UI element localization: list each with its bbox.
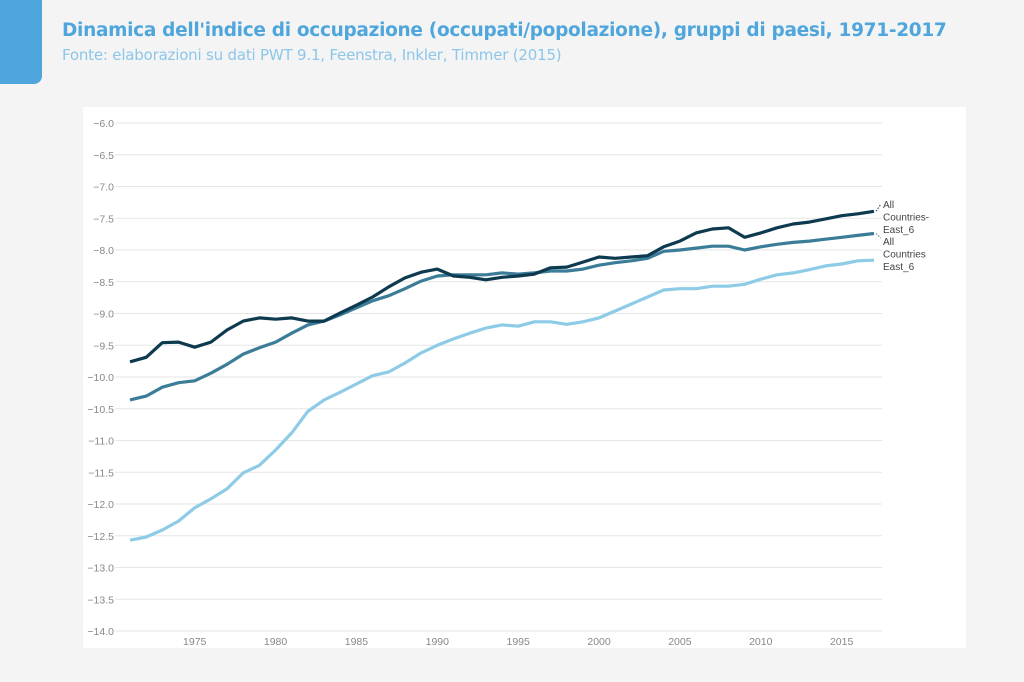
y-tick-label: −6.0 — [93, 118, 114, 130]
series-label: All — [883, 237, 894, 248]
series-label: All — [883, 200, 894, 211]
y-tick-label: −8.0 — [93, 245, 114, 257]
x-tick-label: 2005 — [668, 636, 692, 648]
series-label: Countries- — [883, 213, 929, 224]
y-tick-label: −9.0 — [93, 309, 114, 321]
series-line — [129, 258, 875, 542]
y-tick-label: −6.5 — [93, 150, 114, 162]
label-connector — [875, 203, 882, 212]
y-tick-label: −12.0 — [87, 499, 114, 511]
y-tick-label: −7.5 — [93, 213, 114, 225]
y-tick-label: −12.5 — [87, 531, 114, 543]
x-tick-label: 2010 — [749, 636, 773, 648]
y-tick-label: −10.0 — [87, 372, 114, 384]
y-tick-label: −13.0 — [87, 563, 114, 575]
y-tick-label: −14.0 — [87, 626, 114, 638]
chart-title: Dinamica dell'indice di occupazione (occ… — [62, 20, 947, 41]
series-label: East_6 — [883, 262, 915, 273]
y-tick-label: −7.0 — [93, 182, 114, 194]
y-tick-label: −13.5 — [87, 594, 114, 606]
x-tick-label: 1990 — [426, 636, 450, 648]
y-tick-label: −10.5 — [87, 404, 114, 416]
y-tick-label: −9.5 — [93, 340, 114, 352]
x-tick-label: 2015 — [830, 636, 854, 648]
y-tick-label: −11.5 — [88, 467, 114, 479]
y-tick-label: −11.0 — [88, 436, 114, 448]
x-tick-label: 1980 — [264, 636, 288, 648]
label-connector — [875, 233, 882, 239]
series-label: East_6 — [883, 225, 915, 236]
series-label: Countries — [883, 250, 926, 261]
x-tick-label: 1975 — [183, 636, 207, 648]
accent-tab — [0, 0, 42, 84]
x-tick-label: 1995 — [506, 636, 530, 648]
x-tick-label: 1985 — [345, 636, 369, 648]
y-tick-label: −8.5 — [93, 277, 114, 289]
x-tick-label: 2000 — [587, 636, 611, 648]
chart-subtitle: Fonte: elaborazioni su dati PWT 9.1, Fee… — [62, 46, 562, 64]
series-line — [129, 231, 875, 402]
series-line — [129, 209, 875, 364]
